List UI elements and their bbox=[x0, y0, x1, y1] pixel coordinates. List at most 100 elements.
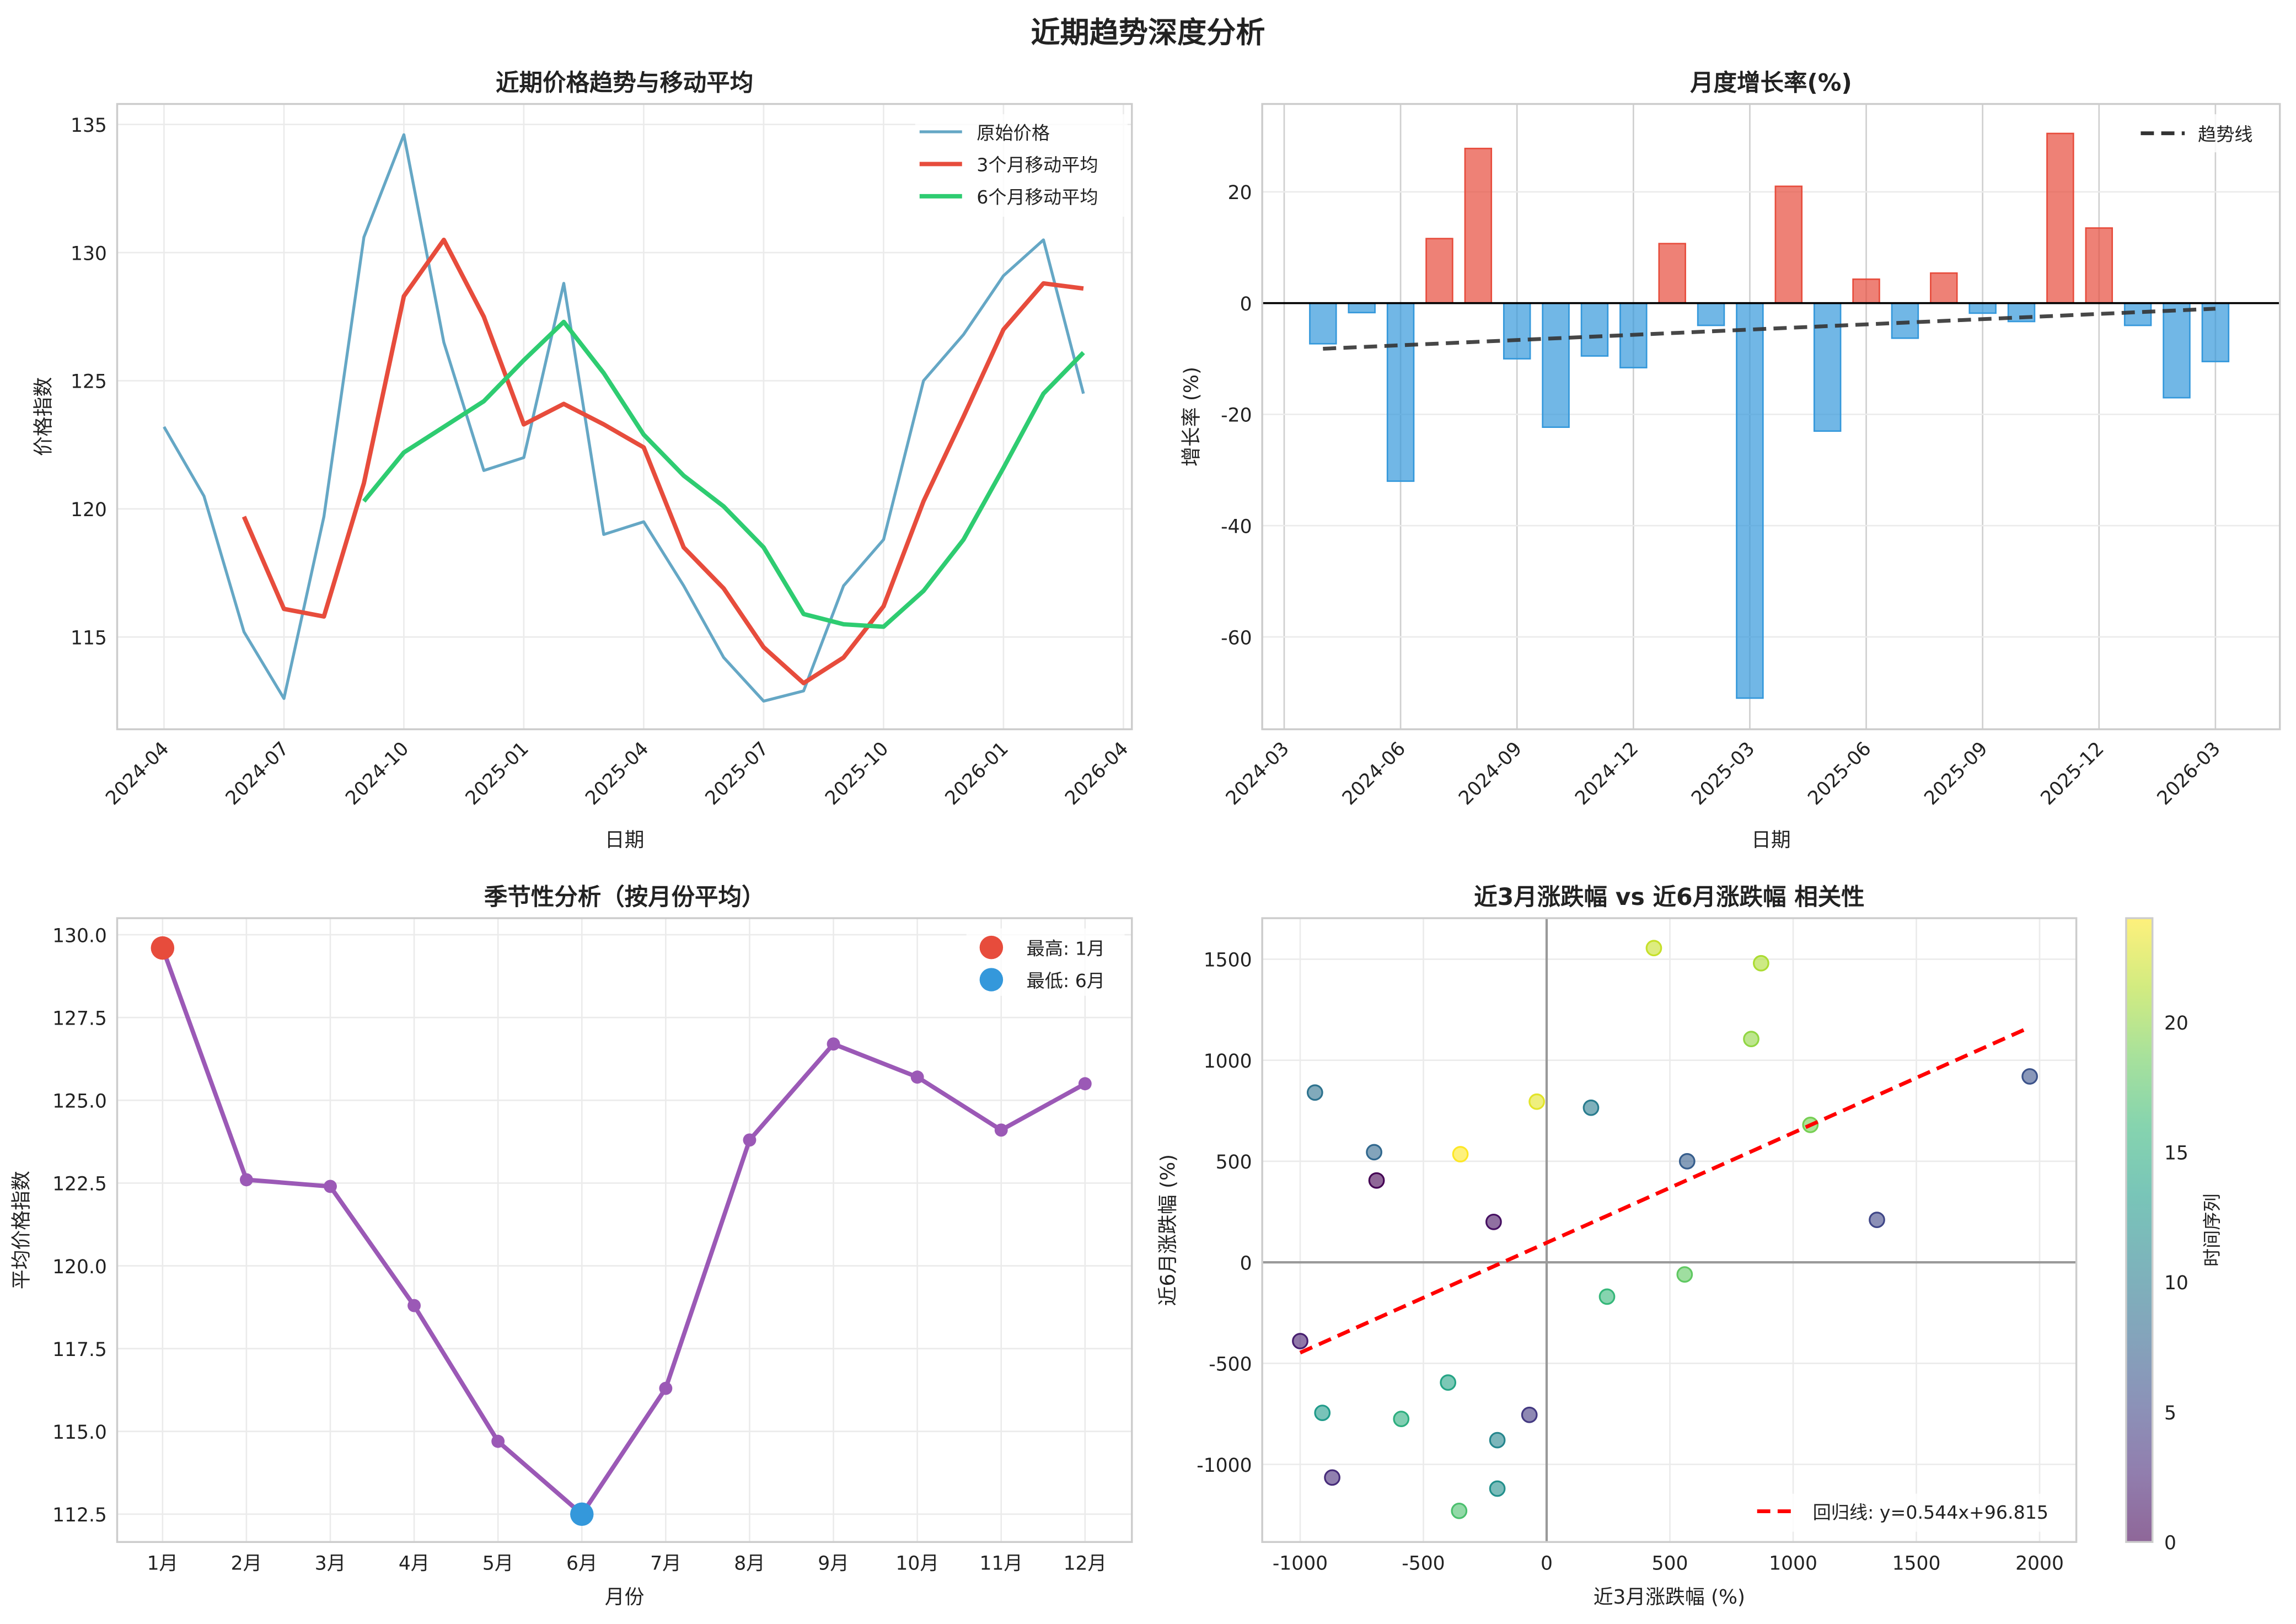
x-tick-label: 1500 bbox=[1892, 1553, 1941, 1575]
season-point bbox=[491, 1434, 505, 1448]
x-tick-label: 2024-09 bbox=[1455, 738, 1526, 810]
season-point bbox=[239, 1173, 253, 1187]
trend-line bbox=[1323, 307, 2216, 351]
scatter-point bbox=[1485, 1213, 1502, 1230]
y-tick-label: 0 bbox=[1240, 1252, 1252, 1274]
y-tick-label: 115 bbox=[71, 627, 107, 649]
scatter-point bbox=[1582, 1099, 1600, 1116]
scatter-point bbox=[1869, 1212, 1885, 1229]
x-tick-label: 2000 bbox=[2015, 1553, 2064, 1575]
x-tick-label: 2024-07 bbox=[222, 738, 293, 810]
y-tick-label: 1500 bbox=[1204, 950, 1252, 972]
legend-label: 趋势线 bbox=[2198, 124, 2253, 145]
y-tick-label: 122.5 bbox=[52, 1173, 107, 1196]
bar bbox=[1697, 302, 1725, 326]
y-axis-label: 平均价格指数 bbox=[10, 1171, 33, 1289]
scatter-point bbox=[1598, 1288, 1616, 1305]
x-tick-label: 4月 bbox=[399, 1553, 430, 1575]
season-line bbox=[160, 947, 1086, 1518]
x-tick-label: 10月 bbox=[895, 1553, 938, 1575]
y-axis-label: 近6月涨跌幅 (%) bbox=[1157, 1154, 1179, 1306]
bar bbox=[2046, 132, 2074, 304]
x-tick-label: 7月 bbox=[650, 1553, 681, 1575]
bar bbox=[1658, 243, 1686, 304]
x-tick-label: 2026-04 bbox=[1061, 738, 1133, 810]
subplot-title: 近期价格趋势与移动平均 bbox=[496, 70, 753, 97]
colorbar-bar bbox=[2125, 917, 2154, 1543]
scatter-point bbox=[1314, 1405, 1331, 1421]
legend-box bbox=[1747, 1493, 2069, 1532]
y-tick-label: 125.0 bbox=[52, 1091, 107, 1113]
scatter-point bbox=[1366, 1144, 1382, 1161]
colorbar-label: 时间序列 bbox=[2201, 1193, 2223, 1267]
scatter-point bbox=[1452, 1146, 1469, 1162]
x-axis-label: 月份 bbox=[605, 1586, 645, 1609]
scatter-point bbox=[1489, 1480, 1506, 1497]
x-tick-label: 2025-03 bbox=[1687, 738, 1759, 810]
scatter-point bbox=[1743, 1031, 1759, 1048]
bar bbox=[1891, 302, 1919, 339]
scatter-point bbox=[1393, 1411, 1410, 1427]
series-line-2 bbox=[242, 237, 1084, 685]
bar bbox=[1503, 302, 1531, 360]
scatter-point bbox=[1676, 1266, 1693, 1283]
bar bbox=[2163, 302, 2191, 399]
scatter-point bbox=[1368, 1172, 1385, 1189]
x-tick-label: 2025-01 bbox=[462, 738, 533, 810]
scatter-point bbox=[1451, 1502, 1468, 1519]
legend-marker bbox=[979, 968, 1004, 991]
x-tick-label: 500 bbox=[1652, 1553, 1688, 1575]
legend-label: 6个月移动平均 bbox=[977, 186, 1098, 208]
x-tick-label: 2月 bbox=[231, 1553, 262, 1575]
season-point bbox=[407, 1299, 421, 1312]
scatter-point bbox=[1306, 1084, 1323, 1101]
bar bbox=[1813, 302, 1842, 432]
y-tick-label: 20 bbox=[1228, 182, 1252, 204]
x-tick-label: 2024-10 bbox=[341, 738, 413, 810]
scatter-point bbox=[1292, 1333, 1308, 1349]
x-tick-label: 1月 bbox=[147, 1553, 178, 1575]
bar bbox=[1386, 302, 1415, 482]
y-axis-label: 增长率 (%) bbox=[1180, 367, 1203, 467]
y-tick-label: 115.0 bbox=[52, 1422, 107, 1444]
y-tick-label: -20 bbox=[1221, 405, 1252, 427]
x-tick-label: 2025-06 bbox=[1804, 738, 1875, 810]
x-tick-label: 2025-07 bbox=[701, 738, 773, 810]
x-tick-label: 6月 bbox=[566, 1553, 597, 1575]
legend-label: 最高: 1月 bbox=[1027, 937, 1105, 959]
x-tick-label: -1000 bbox=[1273, 1553, 1328, 1575]
bar bbox=[1464, 147, 1493, 304]
bar bbox=[1852, 278, 1880, 304]
x-tick-label: 2025-10 bbox=[821, 738, 893, 810]
regression-line bbox=[1299, 1025, 2031, 1355]
highlight-point bbox=[151, 936, 175, 960]
figure-title: 近期趋势深度分析 bbox=[1031, 15, 1265, 50]
season-point bbox=[743, 1133, 757, 1147]
y-tick-label: -500 bbox=[1209, 1354, 1252, 1376]
x-tick-label: 12月 bbox=[1064, 1553, 1107, 1575]
season-point bbox=[659, 1381, 673, 1395]
x-tick-label: 11月 bbox=[980, 1553, 1023, 1575]
season-point bbox=[324, 1180, 337, 1193]
x-tick-label: 9月 bbox=[818, 1553, 849, 1575]
x-tick-label: 2024-03 bbox=[1222, 738, 1294, 810]
bar bbox=[2007, 302, 2036, 323]
chart-seasonality: 1月 2月 3月 4月 5月 6月 7月 8月 9月 10月 11月 12月 112.5 115.0 117… bbox=[10, 884, 1133, 1609]
season-point bbox=[827, 1037, 840, 1051]
x-tick-label: 0 bbox=[1541, 1553, 1553, 1575]
y-tick-label: -1000 bbox=[1197, 1455, 1252, 1477]
y-tick-label: 127.5 bbox=[52, 1007, 107, 1030]
legend-label: 最低: 6月 bbox=[1027, 970, 1105, 991]
x-tick-label: 5月 bbox=[482, 1553, 513, 1575]
subplot-title: 季节性分析（按月份平均） bbox=[484, 884, 765, 911]
x-tick-label: 2024-06 bbox=[1338, 738, 1410, 810]
colorbar-tick-label: 0 bbox=[2164, 1532, 2176, 1555]
bar bbox=[1425, 238, 1453, 304]
x-tick-label: 2025-12 bbox=[2037, 738, 2109, 810]
axes-frame bbox=[116, 917, 1133, 1543]
x-tick-label: 2026-03 bbox=[2153, 738, 2225, 810]
scatter-point bbox=[1440, 1374, 1457, 1391]
legend-label: 回归线: y=0.544x+96.815 bbox=[1813, 1502, 2048, 1523]
x-tick-label: 2025-04 bbox=[581, 738, 653, 810]
